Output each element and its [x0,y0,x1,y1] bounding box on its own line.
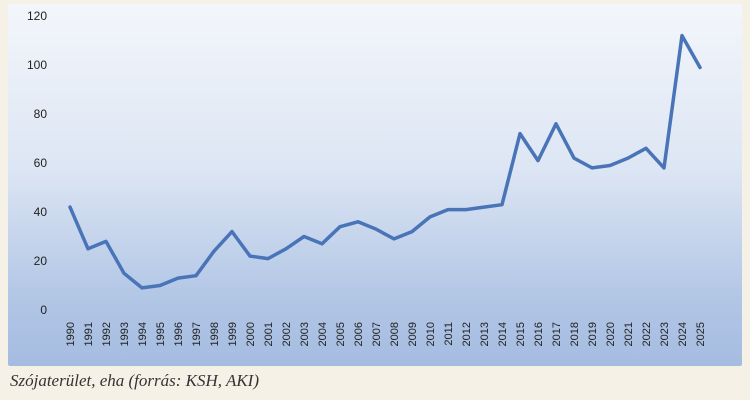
y-tick-label: 80 [34,107,48,121]
x-tick-label: 2015 [515,322,527,346]
data-point [590,166,594,170]
x-tick-label: 2012 [461,322,473,346]
y-tick-label: 60 [34,156,48,170]
data-point [572,156,576,160]
data-point [626,156,630,160]
data-point [608,163,612,167]
chart-panel: 0 20 40 60 80 100 120 1990 1991 1992 1993 1994 1995… [8,4,742,366]
x-tick-label: 1994 [137,322,149,346]
data-point [680,34,684,38]
x-tick-label: 2017 [551,322,563,346]
x-tick-label: 2002 [281,322,293,346]
y-tick-label: 100 [27,58,47,72]
data-point [338,225,342,229]
data-point [284,247,288,251]
x-tick-label: 1995 [155,322,167,346]
data-point [446,208,450,212]
x-tick-label: 2009 [407,322,419,346]
y-tick-label: 120 [27,9,47,23]
x-tick-label: 2023 [659,322,671,346]
line-chart: 0 20 40 60 80 100 120 1990 1991 1992 1993 1994 1995… [27,9,707,346]
data-point [500,203,504,207]
x-tick-label: 2019 [587,322,599,346]
data-point [140,286,144,290]
y-tick-label: 0 [40,303,47,317]
x-tick-label: 1996 [173,322,185,346]
x-tick-label: 1991 [83,322,95,346]
x-tick-label: 2014 [497,322,509,346]
y-tick-label: 40 [34,205,48,219]
data-point [68,205,72,209]
x-tick-label: 1999 [227,322,239,346]
data-point [104,239,108,243]
x-tick-label: 2007 [371,322,383,346]
data-point [482,205,486,209]
x-axis-ticks: 1990 1991 1992 1993 1994 1995 1996 1997 1998 1999… [65,322,707,346]
data-point [266,257,270,261]
data-point [320,242,324,246]
data-point [122,271,126,275]
data-point [410,230,414,234]
data-point [644,146,648,150]
x-tick-label: 2018 [569,322,581,346]
data-point [428,215,432,219]
x-tick-label: 2008 [389,322,401,346]
data-point [158,284,162,287]
y-tick-label: 20 [34,254,48,268]
x-tick-label: 2022 [641,322,653,346]
x-tick-label: 2010 [425,322,437,346]
x-tick-label: 1997 [191,322,203,346]
x-tick-label: 2000 [245,322,257,346]
data-point [392,237,396,241]
x-tick-label: 2005 [335,322,347,346]
x-tick-label: 2021 [623,322,635,346]
data-point [356,220,360,224]
y-axis-ticks: 0 20 40 60 80 100 120 [27,9,47,317]
data-point [698,65,702,69]
data-point [554,122,558,126]
data-point [302,235,306,238]
data-point [464,208,468,212]
x-tick-label: 2011 [443,322,455,346]
x-tick-label: 2001 [263,322,275,346]
x-tick-label: 1990 [65,322,77,346]
data-point [86,247,90,251]
x-tick-label: 2025 [695,322,707,346]
x-tick-label: 2024 [677,322,689,346]
data-point [248,254,252,258]
data-point [536,159,540,163]
x-tick-label: 2006 [353,322,365,346]
x-tick-label: 2020 [605,322,617,346]
x-tick-label: 2004 [317,322,329,346]
data-point [176,276,180,280]
figure-caption: Szójaterület, eha (forrás: KSH, AKI) [10,371,260,390]
series-layer [68,33,702,290]
x-tick-label: 1998 [209,322,221,346]
x-tick-label: 2003 [299,322,311,346]
x-tick-label: 2013 [479,322,491,346]
series-line [68,33,702,290]
data-point [230,230,234,234]
x-tick-label: 1992 [101,322,113,346]
data-point [518,132,522,136]
x-tick-label: 1993 [119,322,131,346]
x-tick-label: 2016 [533,322,545,346]
data-point [662,166,666,170]
data-point [374,227,378,231]
data-point [194,274,198,278]
data-point [212,249,216,253]
